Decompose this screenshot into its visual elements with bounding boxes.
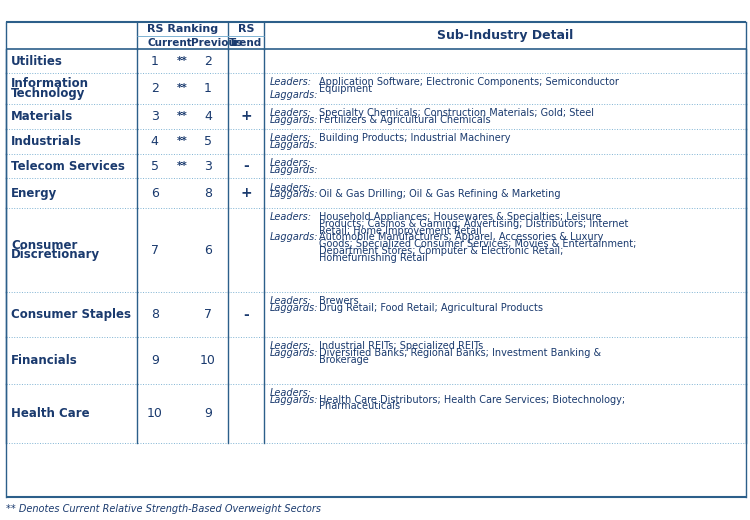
Text: Leaders:: Leaders: xyxy=(269,212,311,222)
Text: Laggards:: Laggards: xyxy=(269,232,318,242)
Text: Industrials: Industrials xyxy=(11,135,82,148)
Text: Equipment: Equipment xyxy=(319,84,372,94)
Text: 10: 10 xyxy=(147,407,163,420)
Text: Health Care: Health Care xyxy=(11,407,90,420)
Text: Telecom Services: Telecom Services xyxy=(11,160,125,173)
Text: 1: 1 xyxy=(204,82,212,95)
Text: Retail; Home Improvement Retail: Retail; Home Improvement Retail xyxy=(319,226,482,236)
Text: Laggards:: Laggards: xyxy=(269,189,318,199)
Text: -: - xyxy=(243,308,249,321)
Text: Technology: Technology xyxy=(11,86,86,99)
Text: +: + xyxy=(240,110,252,123)
Text: RS: RS xyxy=(238,24,254,34)
Text: Leaders:: Leaders: xyxy=(269,158,311,168)
Text: Building Products; Industrial Machinery: Building Products; Industrial Machinery xyxy=(319,133,510,143)
Text: +: + xyxy=(240,186,252,200)
Text: 3: 3 xyxy=(151,110,159,123)
Text: Laggards:: Laggards: xyxy=(269,395,318,405)
Text: Specialty Chemicals; Construction Materials; Gold; Steel: Specialty Chemicals; Construction Materi… xyxy=(319,108,594,118)
Text: Consumer Staples: Consumer Staples xyxy=(11,308,131,321)
Text: 7: 7 xyxy=(204,308,212,321)
Text: Household Appliances; Housewares & Specialties; Leisure: Household Appliances; Housewares & Speci… xyxy=(319,212,602,222)
Text: Financials: Financials xyxy=(11,354,78,367)
Text: 9: 9 xyxy=(151,354,159,367)
Text: Department Stores; Computer & Electronic Retail;: Department Stores; Computer & Electronic… xyxy=(319,246,563,256)
Text: 4: 4 xyxy=(204,110,212,123)
Text: **: ** xyxy=(177,136,188,147)
Text: 8: 8 xyxy=(151,308,159,321)
Text: 4: 4 xyxy=(151,135,159,148)
Text: Products; Casinos & Gaming; Advertising; Distributors; Internet: Products; Casinos & Gaming; Advertising;… xyxy=(319,219,628,229)
Text: 3: 3 xyxy=(204,160,212,173)
Text: 1: 1 xyxy=(151,55,159,68)
Text: Pharmaceuticals: Pharmaceuticals xyxy=(319,401,400,411)
Text: Leaders:: Leaders: xyxy=(269,133,311,143)
Text: **: ** xyxy=(177,56,188,66)
Text: Leaders:: Leaders: xyxy=(269,77,311,87)
Text: **: ** xyxy=(177,111,188,122)
Text: 5: 5 xyxy=(204,135,212,148)
Text: Previous: Previous xyxy=(191,37,242,47)
Text: Brewers: Brewers xyxy=(319,296,358,306)
Text: Laggards:: Laggards: xyxy=(269,348,318,358)
Text: Fertilizers & Agricultural Chemicals: Fertilizers & Agricultural Chemicals xyxy=(319,115,490,125)
Text: 5: 5 xyxy=(151,160,159,173)
Text: **: ** xyxy=(177,83,188,94)
Text: ** Denotes Current Relative Strength-Based Overweight Sectors: ** Denotes Current Relative Strength-Bas… xyxy=(6,503,321,514)
Text: Health Care Distributors; Health Care Services; Biotechnology;: Health Care Distributors; Health Care Se… xyxy=(319,395,625,405)
Text: Sub-Industry Detail: Sub-Industry Detail xyxy=(436,29,573,42)
Text: 7: 7 xyxy=(151,243,159,256)
Text: Consumer: Consumer xyxy=(11,239,78,252)
Text: Leaders:: Leaders: xyxy=(269,296,311,306)
Text: Utilities: Utilities xyxy=(11,55,63,68)
Text: Industrial REITs; Specialized REITs: Industrial REITs; Specialized REITs xyxy=(319,341,483,351)
Text: Goods; Specialized Consumer Services; Movies & Entertainment;: Goods; Specialized Consumer Services; Mo… xyxy=(319,239,636,249)
Text: Materials: Materials xyxy=(11,110,74,123)
Text: Trend: Trend xyxy=(230,37,262,47)
Text: **: ** xyxy=(177,161,188,171)
Text: Leaders:: Leaders: xyxy=(269,388,311,398)
Text: 2: 2 xyxy=(151,82,159,95)
Text: 9: 9 xyxy=(204,407,212,420)
Text: 6: 6 xyxy=(151,187,159,200)
Text: 8: 8 xyxy=(204,187,212,200)
Text: Leaders:: Leaders: xyxy=(269,108,311,118)
Text: Current: Current xyxy=(148,37,192,47)
Text: Homefurnishing Retail: Homefurnishing Retail xyxy=(319,253,428,263)
Text: Brokerage: Brokerage xyxy=(319,355,368,365)
Text: Laggards:: Laggards: xyxy=(269,165,318,175)
Text: Diversified Banks; Regional Banks; Investment Banking &: Diversified Banks; Regional Banks; Inves… xyxy=(319,348,601,358)
Text: Automobile Manufacturers; Apparel, Accessories & Luxury: Automobile Manufacturers; Apparel, Acces… xyxy=(319,232,603,242)
Text: 10: 10 xyxy=(200,354,216,367)
Text: Energy: Energy xyxy=(11,187,58,200)
Text: Application Software; Electronic Components; Semiconductor: Application Software; Electronic Compone… xyxy=(319,77,619,87)
Text: Laggards:: Laggards: xyxy=(269,90,318,100)
Text: 6: 6 xyxy=(204,243,212,256)
Text: Laggards:: Laggards: xyxy=(269,303,318,313)
Text: Leaders:: Leaders: xyxy=(269,341,311,351)
Text: -: - xyxy=(243,159,249,173)
Text: Laggards:: Laggards: xyxy=(269,140,318,150)
Text: Leaders:: Leaders: xyxy=(269,183,311,192)
Text: Laggards:: Laggards: xyxy=(269,115,318,125)
Text: 2: 2 xyxy=(204,55,212,68)
Text: Oil & Gas Drilling; Oil & Gas Refining & Marketing: Oil & Gas Drilling; Oil & Gas Refining &… xyxy=(319,189,560,199)
Text: Drug Retail; Food Retail; Agricultural Products: Drug Retail; Food Retail; Agricultural P… xyxy=(319,303,543,313)
Text: Information: Information xyxy=(11,77,89,90)
Text: Discretionary: Discretionary xyxy=(11,249,100,261)
Text: RS Ranking: RS Ranking xyxy=(147,24,218,34)
